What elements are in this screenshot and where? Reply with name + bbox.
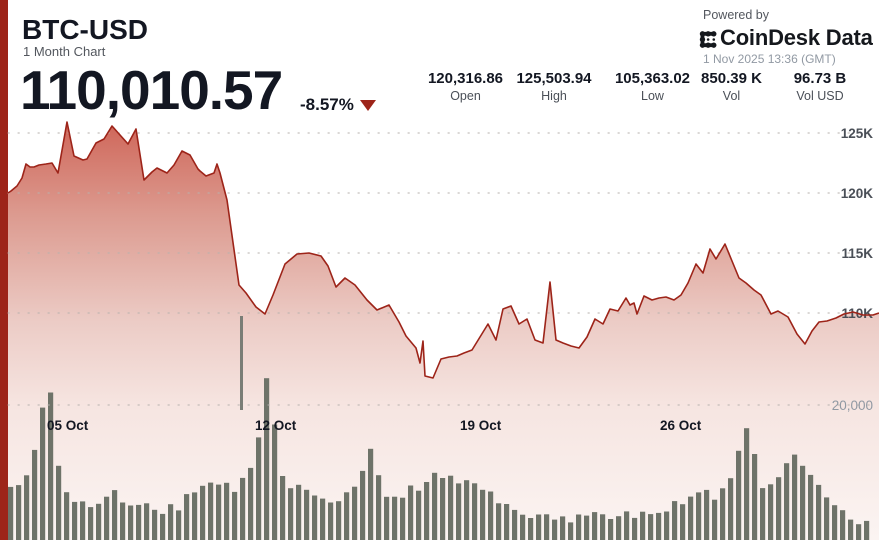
svg-text:20,000: 20,000: [832, 398, 873, 413]
svg-text:120K: 120K: [841, 186, 874, 201]
svg-text:115K: 115K: [841, 246, 873, 261]
svg-text:125K: 125K: [841, 126, 874, 141]
